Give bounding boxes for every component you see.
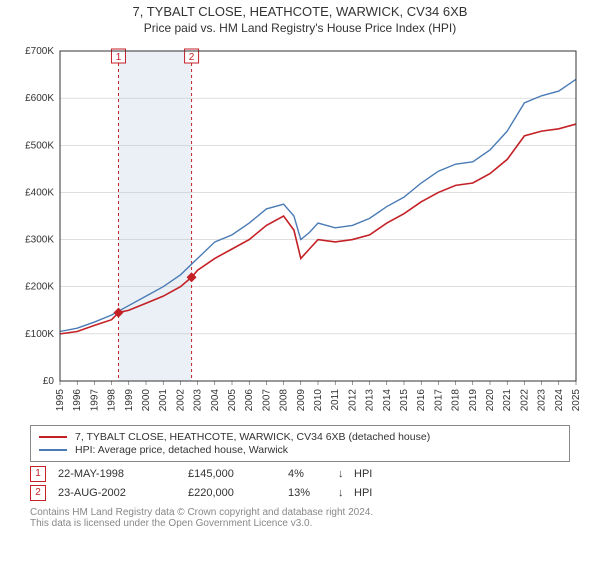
x-tick-label: 1996: [72, 389, 83, 412]
transaction-pct: 4%: [288, 468, 338, 480]
x-tick-label: 2002: [175, 389, 186, 412]
x-tick-label: 2017: [433, 389, 444, 412]
legend-item: 7, TYBALT CLOSE, HEATHCOTE, WARWICK, CV3…: [39, 431, 561, 443]
line-chart-svg: £0 £100K £200K £300K £400K £500K £600K £700K 199…: [10, 41, 590, 421]
x-tick-label: 2016: [416, 389, 427, 412]
transaction-marker-id: 2: [30, 485, 46, 501]
x-tick-label: 1999: [124, 389, 135, 412]
x-tick-label: 2015: [399, 389, 410, 412]
y-tick-label: £100K: [25, 329, 54, 340]
footer-line-2: This data is licensed under the Open Gov…: [30, 518, 570, 529]
legend-swatch: [39, 436, 67, 438]
x-tick-label: 2019: [468, 389, 479, 412]
transaction-pct: 13%: [288, 487, 338, 499]
x-tick-label: 1997: [89, 389, 100, 412]
x-tick-label: 2007: [261, 389, 272, 412]
y-tick-label: £400K: [25, 187, 54, 198]
y-tick-label: £300K: [25, 235, 54, 246]
footer-attribution: Contains HM Land Registry data © Crown c…: [30, 507, 570, 529]
transaction-ref: HPI: [354, 487, 372, 499]
marker-label: 2: [189, 52, 195, 63]
marker-label: 1: [116, 52, 122, 63]
transaction-row: 1 22-MAY-1998£145,0004%↓HPI: [30, 466, 570, 482]
x-tick-label: 2005: [227, 389, 238, 412]
legend: 7, TYBALT CLOSE, HEATHCOTE, WARWICK, CV3…: [30, 425, 570, 462]
transactions-table: 1 22-MAY-1998£145,0004%↓HPI 2 23-AUG-2002£2…: [30, 466, 570, 501]
down-arrow-icon: ↓: [338, 468, 354, 480]
x-tick-label: 2011: [330, 389, 341, 411]
x-tick-label: 2000: [141, 389, 152, 412]
y-tick-label: £700K: [25, 46, 54, 57]
x-tick-label: 2004: [210, 389, 221, 412]
transaction-date: 23-AUG-2002: [58, 487, 188, 499]
legend-label: 7, TYBALT CLOSE, HEATHCOTE, WARWICK, CV3…: [75, 431, 430, 443]
chart-subtitle: Price paid vs. HM Land Registry's House …: [0, 21, 600, 35]
x-tick-label: 2008: [279, 389, 290, 412]
x-tick-label: 2025: [571, 389, 582, 412]
down-arrow-icon: ↓: [338, 487, 354, 499]
x-tick-label: 2003: [193, 389, 204, 412]
transaction-date: 22-MAY-1998: [58, 468, 188, 480]
x-tick-label: 2009: [296, 389, 307, 412]
x-tick-label: 2023: [537, 389, 548, 412]
x-tick-label: 2014: [382, 389, 393, 412]
x-tick-label: 2018: [451, 389, 462, 412]
x-tick-label: 2001: [158, 389, 169, 412]
chart-title: 7, TYBALT CLOSE, HEATHCOTE, WARWICK, CV3…: [0, 4, 600, 19]
transaction-ref: HPI: [354, 468, 372, 480]
footer-line-1: Contains HM Land Registry data © Crown c…: [30, 507, 570, 518]
x-tick-label: 2010: [313, 389, 324, 412]
transaction-price: £145,000: [188, 468, 288, 480]
x-tick-label: 2020: [485, 389, 496, 412]
transaction-marker-id: 1: [30, 466, 46, 482]
x-tick-label: 2006: [244, 389, 255, 412]
transaction-row: 2 23-AUG-2002£220,00013%↓HPI: [30, 485, 570, 501]
legend-label: HPI: Average price, detached house, Warw…: [75, 444, 288, 456]
transaction-price: £220,000: [188, 487, 288, 499]
x-tick-label: 2013: [365, 389, 376, 412]
x-tick-label: 2022: [519, 389, 530, 412]
y-tick-label: £600K: [25, 93, 54, 104]
x-tick-label: 1998: [107, 389, 118, 412]
chart-area: £0 £100K £200K £300K £400K £500K £600K £700K 199…: [10, 41, 590, 421]
x-tick-label: 2012: [347, 389, 358, 412]
x-tick-label: 2024: [554, 389, 565, 412]
legend-swatch: [39, 449, 67, 451]
y-tick-label: £500K: [25, 140, 54, 151]
y-tick-label: £200K: [25, 282, 54, 293]
x-tick-label: 2021: [502, 389, 513, 412]
y-tick-label: £0: [43, 376, 55, 387]
legend-item: HPI: Average price, detached house, Warw…: [39, 444, 561, 456]
x-tick-label: 1995: [55, 389, 66, 412]
